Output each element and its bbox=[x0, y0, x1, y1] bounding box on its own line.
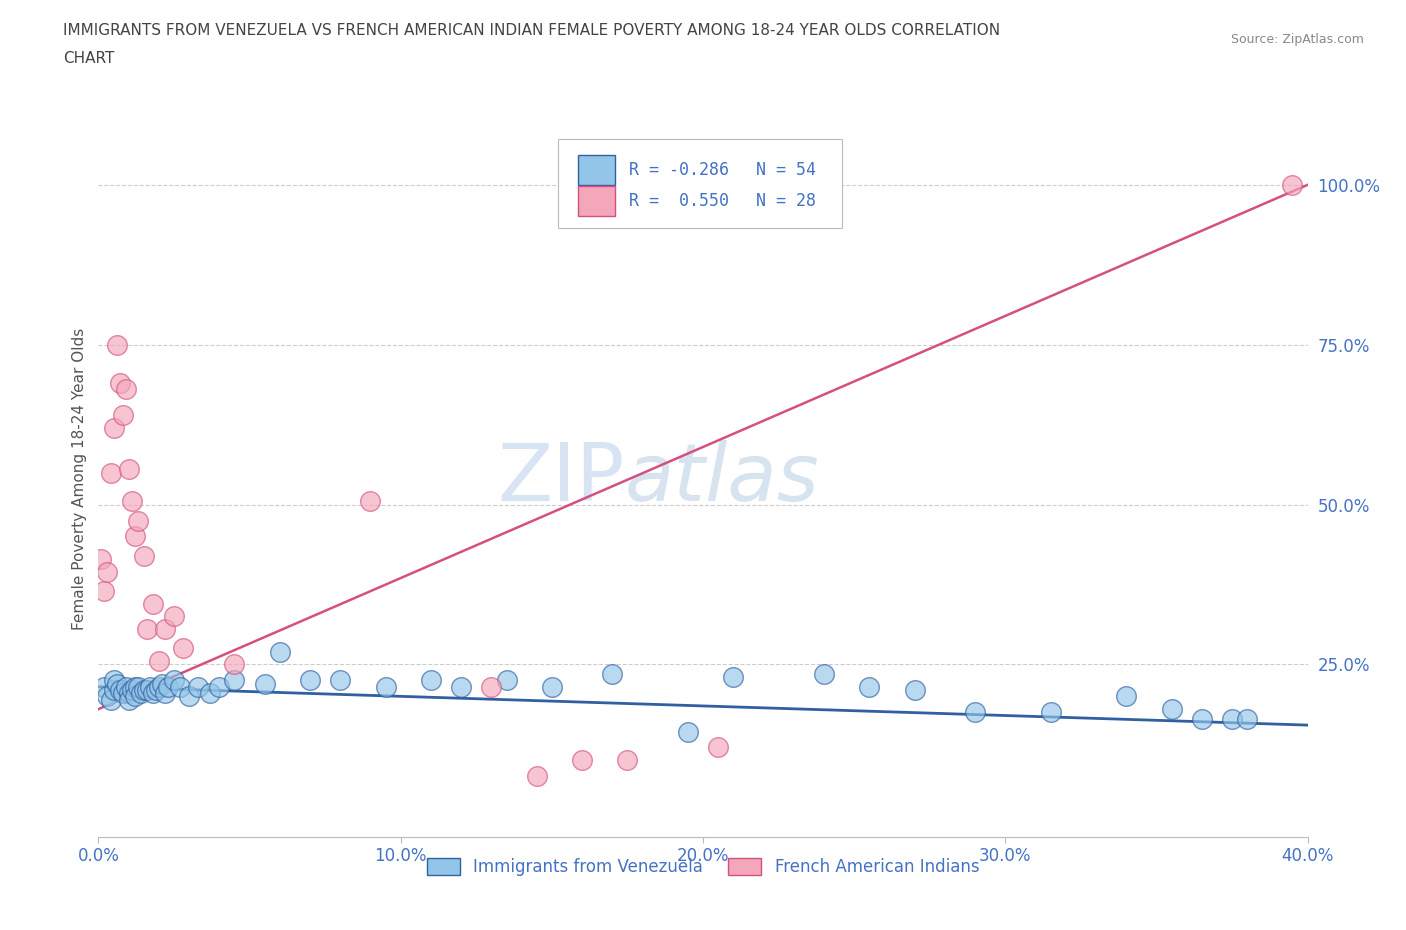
Bar bbox=[578, 155, 614, 185]
Point bbox=[676, 724, 699, 739]
Point bbox=[253, 676, 276, 691]
Point bbox=[108, 376, 131, 391]
Point bbox=[114, 382, 136, 397]
Point bbox=[121, 683, 143, 698]
Point bbox=[374, 679, 396, 694]
Text: Source: ZipAtlas.com: Source: ZipAtlas.com bbox=[1230, 33, 1364, 46]
Point bbox=[153, 622, 176, 637]
Point bbox=[93, 679, 115, 694]
Point bbox=[269, 644, 291, 659]
Point bbox=[118, 692, 141, 707]
Point bbox=[145, 683, 167, 698]
Point bbox=[163, 609, 186, 624]
Point bbox=[163, 673, 186, 688]
Point bbox=[150, 676, 173, 691]
Point bbox=[224, 657, 246, 671]
Point bbox=[100, 465, 122, 480]
Point bbox=[135, 683, 157, 698]
Point bbox=[1220, 711, 1243, 726]
Point bbox=[965, 705, 987, 720]
Point bbox=[105, 676, 128, 691]
Point bbox=[103, 420, 125, 435]
Point bbox=[707, 740, 730, 755]
Point bbox=[124, 689, 146, 704]
Point bbox=[329, 673, 352, 688]
Point bbox=[571, 753, 593, 768]
Point bbox=[208, 679, 231, 694]
Point bbox=[111, 685, 134, 700]
Point bbox=[540, 679, 562, 694]
Point bbox=[420, 673, 443, 688]
Point bbox=[90, 551, 112, 566]
Point bbox=[103, 683, 125, 698]
Text: IMMIGRANTS FROM VENEZUELA VS FRENCH AMERICAN INDIAN FEMALE POVERTY AMONG 18-24 Y: IMMIGRANTS FROM VENEZUELA VS FRENCH AMER… bbox=[63, 23, 1001, 38]
Point bbox=[156, 679, 179, 694]
Point bbox=[172, 641, 194, 656]
Text: N = 54: N = 54 bbox=[756, 161, 817, 179]
Point bbox=[96, 689, 118, 704]
Point bbox=[723, 670, 745, 684]
Text: atlas: atlas bbox=[624, 440, 820, 518]
Text: ZIP: ZIP bbox=[498, 440, 624, 518]
Point bbox=[450, 679, 472, 694]
Point bbox=[904, 683, 927, 698]
Point bbox=[1160, 702, 1182, 717]
Point bbox=[526, 769, 548, 784]
Point bbox=[813, 667, 835, 682]
Text: R = -0.286: R = -0.286 bbox=[630, 161, 730, 179]
Point bbox=[602, 667, 624, 682]
FancyBboxPatch shape bbox=[558, 139, 842, 229]
Point bbox=[135, 622, 157, 637]
Point bbox=[111, 407, 134, 422]
Text: CHART: CHART bbox=[63, 51, 115, 66]
Text: R =  0.550: R = 0.550 bbox=[630, 193, 730, 210]
Point bbox=[1039, 705, 1062, 720]
Point bbox=[124, 679, 146, 694]
Point bbox=[100, 692, 122, 707]
Point bbox=[93, 583, 115, 598]
Point bbox=[148, 679, 170, 694]
Point bbox=[1236, 711, 1258, 726]
Point bbox=[108, 683, 131, 698]
Point bbox=[118, 685, 141, 700]
Point bbox=[132, 683, 155, 698]
Point bbox=[224, 673, 246, 688]
Point bbox=[153, 685, 176, 700]
Point bbox=[129, 685, 152, 700]
Point bbox=[495, 673, 517, 688]
Point bbox=[96, 565, 118, 579]
Point bbox=[114, 679, 136, 694]
Point bbox=[127, 679, 149, 694]
Point bbox=[299, 673, 322, 688]
Point bbox=[124, 529, 146, 544]
Point bbox=[169, 679, 191, 694]
Point bbox=[148, 654, 170, 669]
Point bbox=[858, 679, 880, 694]
Point bbox=[481, 679, 503, 694]
Point bbox=[360, 494, 382, 509]
Point bbox=[179, 689, 201, 704]
Point bbox=[139, 679, 162, 694]
Point bbox=[1281, 178, 1303, 193]
Point bbox=[142, 685, 165, 700]
Point bbox=[142, 596, 165, 611]
Bar bbox=[578, 186, 614, 216]
Point bbox=[132, 549, 155, 564]
Point bbox=[1191, 711, 1213, 726]
Point bbox=[1115, 689, 1137, 704]
Y-axis label: Female Poverty Among 18-24 Year Olds: Female Poverty Among 18-24 Year Olds bbox=[72, 328, 87, 631]
Point bbox=[187, 679, 209, 694]
Point bbox=[105, 338, 128, 352]
Point bbox=[200, 685, 222, 700]
Legend: Immigrants from Venezuela, French American Indians: Immigrants from Venezuela, French Americ… bbox=[420, 851, 986, 883]
Point bbox=[127, 513, 149, 528]
Point bbox=[616, 753, 638, 768]
Point bbox=[103, 673, 125, 688]
Point bbox=[118, 462, 141, 477]
Text: N = 28: N = 28 bbox=[756, 193, 817, 210]
Point bbox=[121, 494, 143, 509]
